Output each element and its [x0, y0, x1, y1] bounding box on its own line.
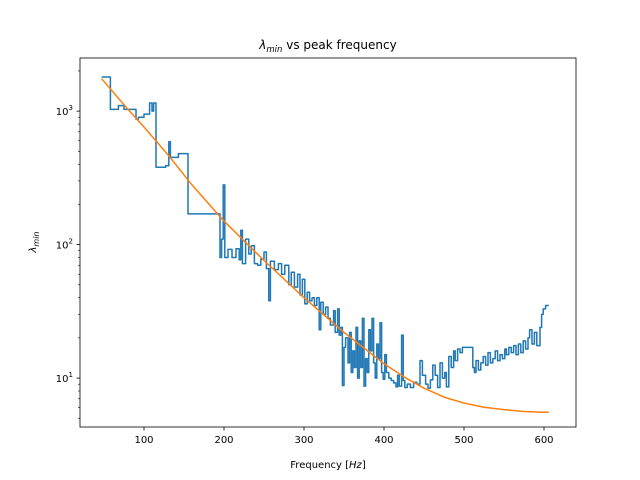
title-lambda: λ — [258, 38, 266, 52]
chart-title: λmin vs peak frequency — [258, 38, 396, 55]
y-axis-minor-ticks — [78, 70, 80, 419]
y-axis-label-lambda: λ — [28, 247, 39, 254]
x-tick-label: 400 — [374, 435, 393, 446]
x-axis-label-unit: Hz — [349, 460, 363, 471]
x-axis-label-close: ] — [362, 460, 366, 471]
y-tick-label: 101 — [56, 371, 73, 385]
y-tick-label: 103 — [56, 104, 73, 118]
x-axis-label: Frequency [Hz] — [290, 460, 366, 471]
y-axis-label: λmin — [28, 231, 41, 253]
x-tick-label: 500 — [454, 435, 473, 446]
y-axis-label-subscript: min — [32, 231, 41, 246]
series-group — [101, 76, 549, 413]
plot-area — [80, 58, 576, 427]
x-axis-ticks: 100 200 300 400 500 600 — [134, 427, 554, 446]
title-subscript: min — [266, 45, 282, 55]
x-tick-label: 100 — [134, 435, 153, 446]
y-tick-label: 102 — [56, 238, 73, 252]
x-tick-label: 600 — [534, 435, 553, 446]
series-line-2 — [101, 78, 549, 413]
y-axis-ticks: 101 102 103 — [56, 104, 80, 385]
x-tick-label: 200 — [214, 435, 233, 446]
x-axis-label-main: Frequency [ — [290, 460, 349, 471]
plot-frame — [79, 57, 577, 428]
x-tick-label: 300 — [294, 435, 313, 446]
title-rest: vs peak frequency — [282, 38, 396, 52]
